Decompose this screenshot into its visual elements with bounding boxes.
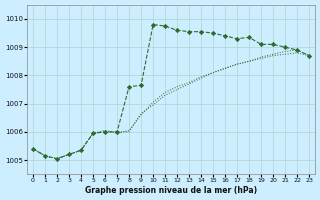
X-axis label: Graphe pression niveau de la mer (hPa): Graphe pression niveau de la mer (hPa): [85, 186, 257, 195]
